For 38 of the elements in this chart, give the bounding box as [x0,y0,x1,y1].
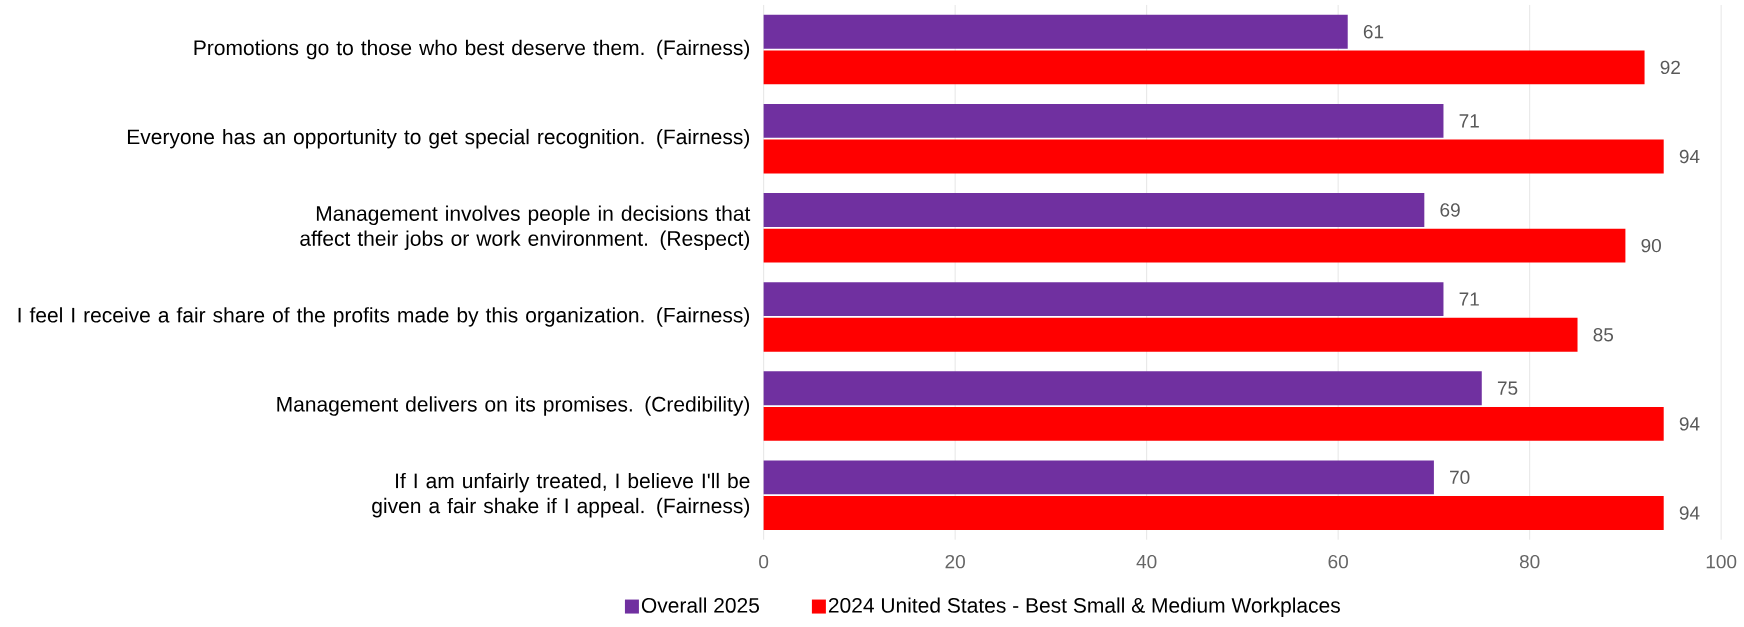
data-label: 71 [1459,114,1479,128]
bar [763,104,1444,138]
bar [763,50,1645,85]
bar [763,460,1434,495]
data-label: 94 [1679,149,1700,164]
bar [763,139,1664,174]
y-tick-label: Management delivers on its promises. (Credibility) [277,396,750,416]
y-tick-label: Everyone has an opportunity to get special recognition. (Fairness) [127,129,750,149]
x-tick-label: 20 [945,555,965,569]
data-label: 92 [1660,60,1680,75]
y-tick-label: Promotions go to those who best deserve them. (Fairness) [194,39,750,60]
x-tick-label: 100 [1706,555,1737,569]
data-label: 94 [1679,417,1700,431]
y-tick-label: I feel I receive a fair share of the profits made by this organization. (Fairness) [18,307,750,327]
data-label: 61 [1363,25,1384,39]
data-label: 85 [1593,328,1614,342]
y-tick-label: If I am unfairly treated, I believe I'll be given a fair shake if I appeal. (Fairness) [372,473,750,518]
data-label: 75 [1497,381,1518,395]
x-tick-label: 40 [1136,555,1157,569]
bar [763,371,1482,406]
data-label: 71 [1459,292,1479,306]
data-label: 90 [1641,239,1661,253]
bar [763,317,1578,352]
data-label: 69 [1440,203,1460,217]
data-label: 94 [1679,506,1700,520]
bar [763,193,1425,228]
y-tick-label: Management involves people in decisions that affect their jobs or work environment. (Respect) [300,205,751,251]
x-tick-label: 60 [1328,555,1348,569]
legend-label: 2024 United States - Best Small & Medium Workplaces [828,597,1340,618]
bar [763,228,1626,263]
x-tick-label: 0 [759,555,769,569]
bar [763,407,1664,441]
bar [763,14,1348,49]
bar [763,496,1664,531]
data-label: 70 [1450,470,1470,485]
x-tick-label: 80 [1519,555,1540,569]
bar [763,282,1444,317]
legend-label: Overall 2025 [641,597,759,613]
